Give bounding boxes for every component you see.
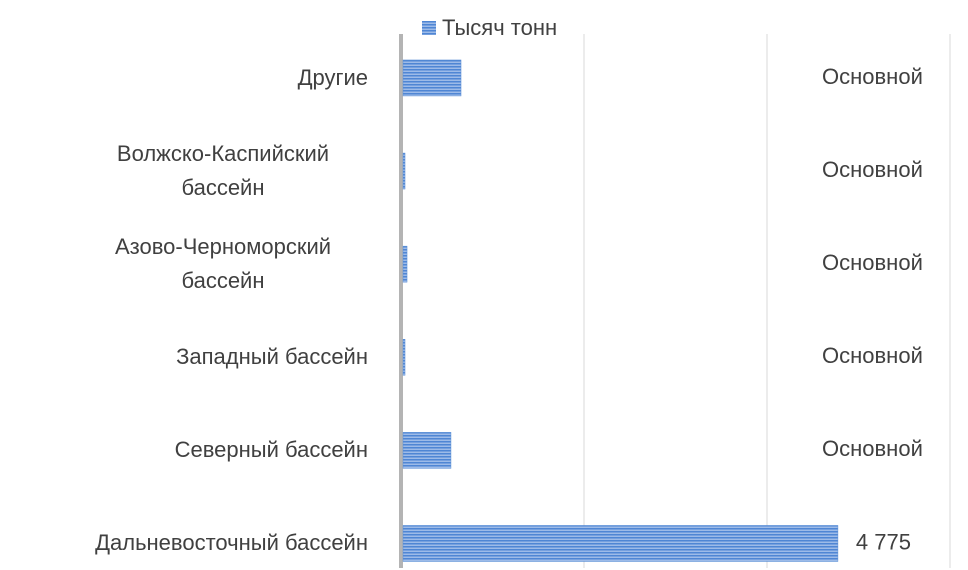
y-tick-label: Северный бассейн bbox=[174, 437, 368, 463]
bar bbox=[402, 432, 452, 469]
data-label: 4 775 bbox=[856, 529, 911, 554]
bar bbox=[402, 245, 408, 283]
bar bbox=[402, 339, 406, 376]
y-tick-label: Дальневосточный бассейн bbox=[95, 530, 368, 556]
y-tick-label: Волжско-Каспийский бассейн bbox=[116, 141, 330, 201]
y-tick-label: Западный бассейн bbox=[176, 344, 368, 370]
data-label: Основной bbox=[822, 250, 923, 275]
data-label: Основной bbox=[822, 157, 923, 182]
y-tick-label: Другие bbox=[297, 64, 368, 90]
legend-swatch bbox=[422, 21, 436, 35]
y-tick-label: Азово-Черноморский бассейн bbox=[114, 234, 332, 294]
data-label: Основной bbox=[822, 64, 923, 89]
bar bbox=[402, 152, 406, 190]
bar bbox=[402, 59, 462, 97]
legend-label: Тысяч тонн bbox=[442, 15, 557, 40]
bar bbox=[402, 525, 839, 562]
data-label: Основной bbox=[822, 436, 923, 461]
data-label: Основной bbox=[822, 343, 923, 368]
